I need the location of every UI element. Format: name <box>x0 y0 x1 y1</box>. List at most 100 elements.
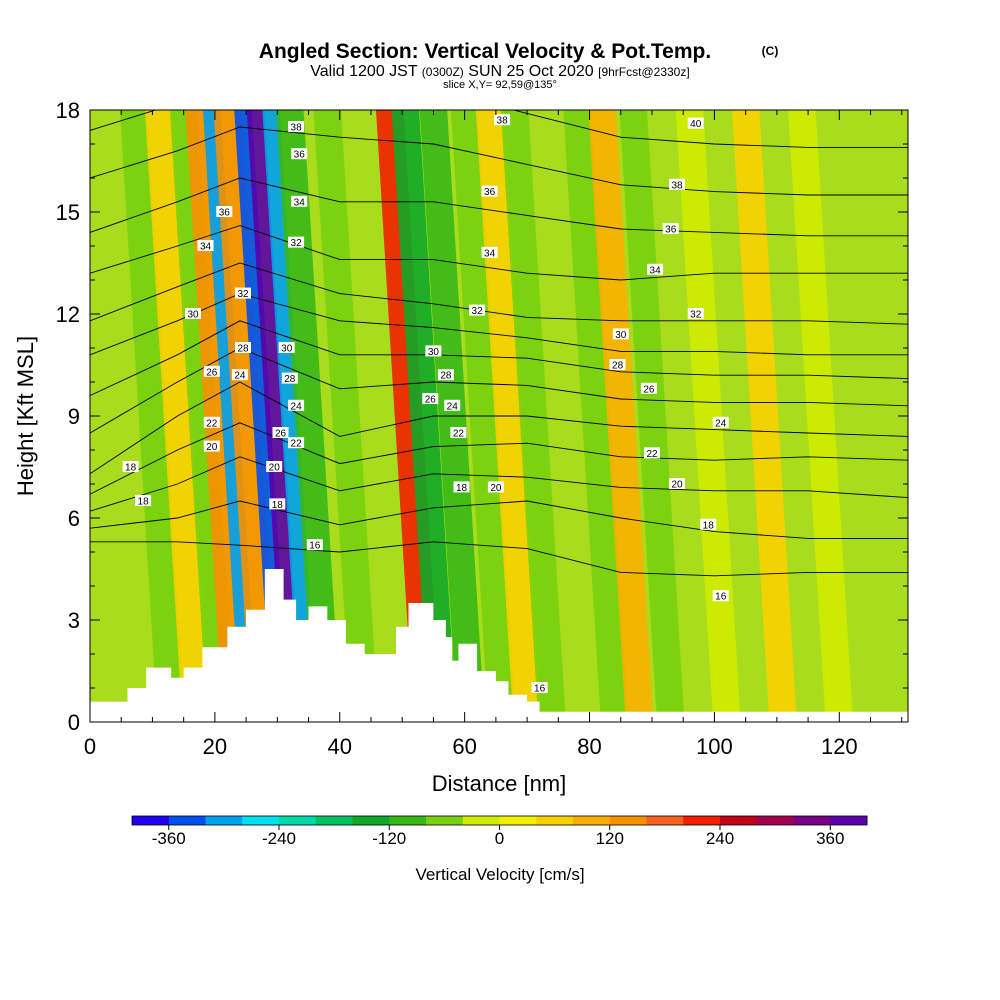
valid-prefix: Valid 1200 JST <box>310 63 418 80</box>
theta-contour-28 <box>90 320 908 397</box>
y-tick-label: 9 <box>68 404 80 429</box>
velocity-band <box>391 110 457 722</box>
colorbar-swatch <box>242 816 280 825</box>
valid-line: Valid 1200 JST (0300Z) SUN 25 Oct 2020 [… <box>310 63 689 80</box>
svg-text:18: 18 <box>272 500 284 511</box>
contour-label: 18 <box>269 498 286 511</box>
colorbar-swatch <box>389 816 427 825</box>
svg-text:36: 36 <box>294 150 306 161</box>
contour-label: 34 <box>291 195 308 208</box>
title-mark: (C) <box>762 44 779 58</box>
contour-label: 26 <box>272 427 289 440</box>
contour-label: 22 <box>288 437 305 450</box>
x-tick-label: 40 <box>328 734 352 759</box>
y-tick-label: 6 <box>68 506 80 531</box>
contour-label: 22 <box>203 416 220 429</box>
contour-label: 30 <box>278 342 295 355</box>
colorbar-tick-label: -240 <box>262 829 296 848</box>
contour-label: 30 <box>612 328 629 341</box>
contour-label: 20 <box>669 478 685 491</box>
velocity-band <box>246 110 302 722</box>
svg-text:40: 40 <box>690 119 702 130</box>
forecast-tag: [9hrFcst@2330z] <box>598 65 690 79</box>
svg-text:38: 38 <box>291 123 303 134</box>
contour-label: 26 <box>640 382 657 395</box>
svg-text:34: 34 <box>484 248 496 259</box>
svg-text:22: 22 <box>291 439 303 450</box>
svg-text:24: 24 <box>447 401 459 412</box>
velocity-band <box>500 110 566 722</box>
colorbar: -360 -240 -120 0 120 240 360 <box>131 815 868 848</box>
contour-label: 24 <box>712 416 729 429</box>
slice-line: slice X,Y= 92,59@135° <box>443 79 557 91</box>
svg-text:20: 20 <box>206 442 218 453</box>
svg-text:18: 18 <box>703 520 715 531</box>
velocity-band <box>675 110 741 722</box>
header: Angled Section: Vertical Velocity & Pot.… <box>259 40 779 91</box>
svg-text:34: 34 <box>200 242 212 253</box>
contour-label: 26 <box>203 365 220 378</box>
svg-text:22: 22 <box>206 418 218 429</box>
svg-text:34: 34 <box>294 197 306 208</box>
x-tick-label: 80 <box>577 734 601 759</box>
x-tick-label: 60 <box>452 734 476 759</box>
colorbar-tick-label: -120 <box>372 829 406 848</box>
svg-text:32: 32 <box>690 310 702 321</box>
velocity-band <box>619 110 685 722</box>
svg-text:20: 20 <box>671 480 683 491</box>
colorbar-swatch <box>536 816 574 825</box>
colorbar-swatch <box>499 816 537 825</box>
velocity-band <box>788 110 854 722</box>
chart-title: Angled Section: Vertical Velocity & Pot.… <box>259 40 711 63</box>
contour-label: 34 <box>197 240 214 253</box>
contour-label: 18 <box>453 481 470 494</box>
svg-text:18: 18 <box>138 497 150 508</box>
contour-label: 28 <box>235 342 251 355</box>
contour-label: 18 <box>700 518 717 531</box>
svg-text:32: 32 <box>237 289 249 300</box>
contour-label: 36 <box>662 223 679 236</box>
colorbar-swatch <box>168 816 206 825</box>
svg-text:30: 30 <box>281 344 293 355</box>
velocity-band <box>276 110 342 722</box>
svg-text:34: 34 <box>650 265 662 276</box>
contour-label: 22 <box>450 427 467 440</box>
contour-label: 36 <box>291 148 308 161</box>
theta-contour-24 <box>90 381 908 475</box>
theta-contour-38 <box>90 126 908 196</box>
velocity-band <box>313 110 379 722</box>
svg-text:30: 30 <box>428 347 440 358</box>
x-tick-label: 100 <box>696 734 733 759</box>
contour-label: 32 <box>235 287 251 300</box>
velocity-band <box>119 110 185 722</box>
contour-label: 18 <box>122 461 139 474</box>
contour-label: 22 <box>644 447 660 460</box>
svg-text:20: 20 <box>490 483 502 494</box>
contour-label: 20 <box>203 440 220 453</box>
colorbar-label: Vertical Velocity [cm/s] <box>415 865 584 884</box>
contour-label: 24 <box>231 369 248 382</box>
svg-text:24: 24 <box>234 371 246 382</box>
theta-contour-18 <box>90 500 908 539</box>
x-tick-label: 120 <box>821 734 858 759</box>
colorbar-swatch <box>830 816 868 825</box>
theta-contour-40 <box>90 110 908 148</box>
theta-contour-36 <box>90 177 908 237</box>
colorbar-swatch <box>573 816 611 825</box>
colorbar-swatch <box>205 816 243 825</box>
svg-text:30: 30 <box>615 330 627 341</box>
colorbar-swatch <box>720 816 758 825</box>
contour-label: 30 <box>185 308 201 321</box>
svg-text:26: 26 <box>206 367 218 378</box>
svg-text:16: 16 <box>715 592 727 603</box>
svg-text:36: 36 <box>219 208 231 219</box>
svg-text:18: 18 <box>456 483 468 494</box>
x-tick-label: 20 <box>203 734 227 759</box>
colorbar-swatch <box>426 816 464 825</box>
svg-text:24: 24 <box>715 418 727 429</box>
x-axis-label: Distance [nm] <box>432 771 567 796</box>
contour-label: 30 <box>425 345 442 358</box>
contour-label: 20 <box>266 461 283 474</box>
svg-text:16: 16 <box>534 684 546 695</box>
contour-label: 34 <box>481 246 498 259</box>
